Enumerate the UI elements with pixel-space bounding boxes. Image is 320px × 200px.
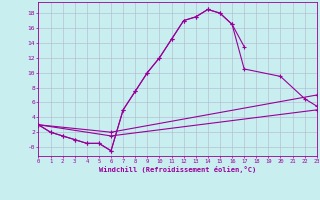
X-axis label: Windchill (Refroidissement éolien,°C): Windchill (Refroidissement éolien,°C): [99, 166, 256, 173]
